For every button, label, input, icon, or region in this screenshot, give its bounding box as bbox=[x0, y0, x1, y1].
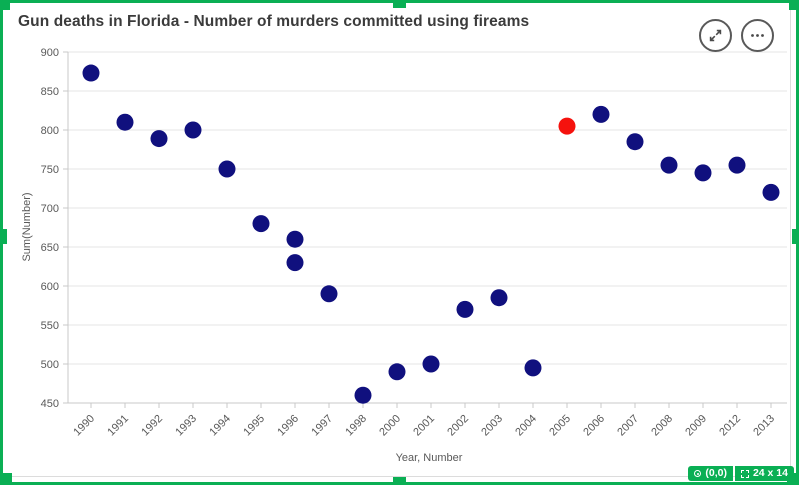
data-point-1998[interactable] bbox=[354, 386, 372, 404]
x-tick-label: 2007 bbox=[615, 413, 641, 439]
dashed-rect-icon bbox=[740, 469, 749, 478]
y-tick-label: 850 bbox=[41, 86, 59, 98]
data-point-2005[interactable] bbox=[558, 117, 576, 135]
x-tick-label: 1991 bbox=[105, 413, 131, 439]
chart-controls bbox=[699, 19, 774, 52]
x-tick-label: 2008 bbox=[649, 413, 675, 439]
x-tick-label: 2012 bbox=[717, 413, 743, 439]
grid-badge: (0,0) 24 x 14 bbox=[688, 466, 794, 481]
x-tick-label: 1993 bbox=[173, 413, 199, 439]
expand-button[interactable] bbox=[699, 19, 732, 52]
y-tick-label: 750 bbox=[41, 164, 59, 176]
chart-title: Gun deaths in Florida - Number of murder… bbox=[18, 13, 530, 30]
grid-size-badge: 24 x 14 bbox=[734, 466, 794, 481]
data-point-1996[interactable] bbox=[286, 230, 304, 248]
resize-handle-middle-left[interactable] bbox=[0, 229, 7, 244]
resize-handle-top-left[interactable] bbox=[0, 0, 10, 10]
x-tick-label: 2003 bbox=[479, 413, 505, 439]
resize-handle-top-center[interactable] bbox=[393, 0, 406, 8]
y-tick-label: 900 bbox=[41, 47, 59, 59]
x-tick-label: 1995 bbox=[241, 413, 267, 439]
target-icon bbox=[694, 470, 702, 477]
x-tick-label: 1990 bbox=[71, 413, 97, 439]
expand-arrows-icon bbox=[707, 27, 724, 44]
x-tick-label: 2001 bbox=[411, 413, 437, 439]
x-tick-label: 2004 bbox=[513, 413, 539, 439]
data-point-2012[interactable] bbox=[728, 156, 746, 174]
x-tick-label: 2000 bbox=[377, 413, 403, 439]
data-point-2013[interactable] bbox=[762, 183, 780, 201]
object-edge-bottom bbox=[4, 476, 795, 477]
y-tick-label: 500 bbox=[41, 359, 59, 371]
x-tick-label: 1996 bbox=[275, 413, 301, 439]
resize-handle-top-right[interactable] bbox=[789, 0, 799, 10]
y-tick-label: 650 bbox=[41, 242, 59, 254]
data-point-2000[interactable] bbox=[388, 363, 406, 381]
data-point-2006[interactable] bbox=[592, 105, 610, 123]
x-tick-label: 2002 bbox=[445, 413, 471, 439]
grid-position-badge: (0,0) bbox=[688, 466, 733, 481]
data-point-2008[interactable] bbox=[660, 156, 678, 174]
resize-handle-middle-right[interactable] bbox=[792, 229, 799, 244]
resize-handle-bottom-left[interactable] bbox=[0, 473, 12, 485]
data-point-1990[interactable] bbox=[82, 64, 100, 82]
object-edge-right bbox=[790, 4, 791, 477]
x-tick-label: 2005 bbox=[547, 413, 573, 439]
x-tick-label: 1997 bbox=[309, 413, 335, 439]
x-tick-label: 1998 bbox=[343, 413, 369, 439]
y-tick-label: 700 bbox=[41, 203, 59, 215]
data-point-2004[interactable] bbox=[524, 359, 542, 377]
data-point-1992[interactable] bbox=[150, 130, 168, 148]
data-point-1997[interactable] bbox=[320, 285, 338, 303]
data-point-1994[interactable] bbox=[218, 160, 236, 178]
x-tick-label: 1994 bbox=[207, 413, 233, 439]
x-tick-label: 2006 bbox=[581, 413, 607, 439]
data-point-2003[interactable] bbox=[490, 289, 508, 307]
grid-size-value: 24 x 14 bbox=[752, 467, 788, 479]
y-tick-label: 600 bbox=[41, 281, 59, 293]
y-tick-label: 450 bbox=[41, 398, 59, 410]
x-tick-label: 2009 bbox=[683, 413, 709, 439]
data-point-2009[interactable] bbox=[694, 164, 712, 182]
x-tick-label: 1992 bbox=[139, 413, 165, 439]
data-point-2002[interactable] bbox=[456, 300, 474, 318]
more-options-button[interactable] bbox=[741, 19, 774, 52]
x-axis-title: Year, Number bbox=[395, 452, 463, 464]
data-point-1995[interactable] bbox=[252, 215, 270, 233]
data-point-2007[interactable] bbox=[626, 133, 644, 151]
x-tick-label: 2013 bbox=[751, 413, 777, 439]
ellipsis-icon bbox=[749, 27, 766, 44]
resize-handle-bottom-center[interactable] bbox=[393, 477, 406, 485]
y-tick-label: 800 bbox=[41, 125, 59, 137]
grid-position-value: (0,0) bbox=[705, 467, 727, 479]
data-point-1991[interactable] bbox=[116, 113, 134, 131]
data-point-1993[interactable] bbox=[184, 121, 202, 139]
y-axis-title: Sum(Number) bbox=[21, 192, 33, 262]
y-tick-label: 550 bbox=[41, 320, 59, 332]
data-point-2001[interactable] bbox=[422, 355, 440, 373]
data-point-1996[interactable] bbox=[286, 254, 304, 272]
